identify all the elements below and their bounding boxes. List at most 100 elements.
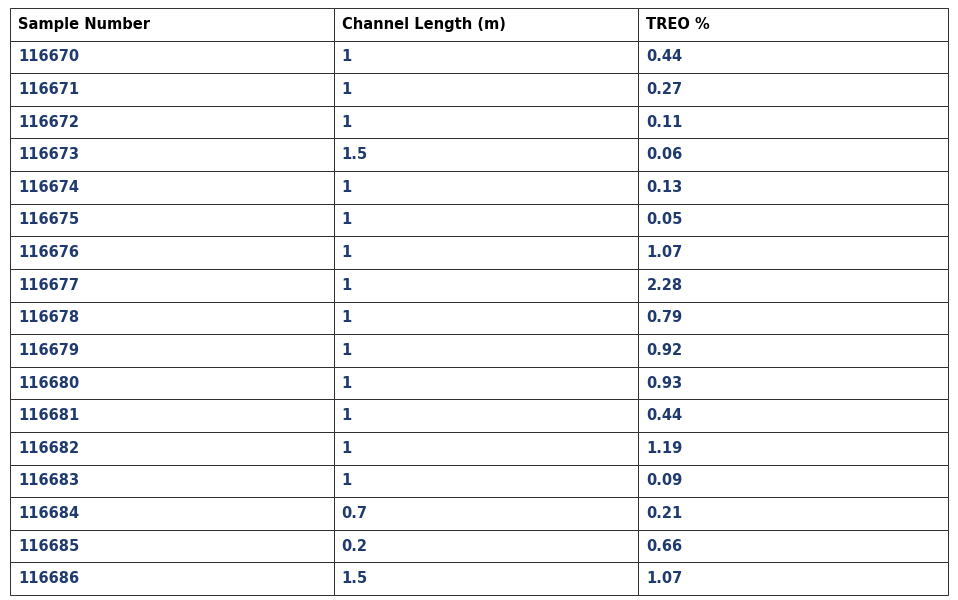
Text: 1.07: 1.07 [647, 245, 683, 260]
Bar [333, 139, 638, 171]
Bar [10, 8, 333, 41]
Bar [638, 8, 948, 41]
Text: 0.2: 0.2 [342, 539, 368, 554]
Text: 116671: 116671 [18, 82, 80, 97]
Bar [10, 269, 333, 301]
Text: 116682: 116682 [18, 441, 80, 456]
Text: Channel Length (m): Channel Length (m) [342, 17, 506, 32]
Bar [333, 301, 638, 334]
Bar [10, 530, 333, 562]
Bar [638, 73, 948, 106]
Text: 1: 1 [342, 376, 352, 391]
Text: 116686: 116686 [18, 571, 80, 586]
Bar [10, 367, 333, 400]
Bar [10, 106, 333, 139]
Text: 0.21: 0.21 [647, 506, 683, 521]
Text: 116675: 116675 [18, 212, 80, 227]
Text: 116677: 116677 [18, 278, 79, 293]
Text: 1: 1 [342, 245, 352, 260]
Bar [638, 530, 948, 562]
Bar [333, 8, 638, 41]
Bar [638, 400, 948, 432]
Bar [10, 73, 333, 106]
Bar [333, 367, 638, 400]
Text: 0.7: 0.7 [342, 506, 368, 521]
Text: 1: 1 [342, 115, 352, 130]
Text: 116676: 116676 [18, 245, 79, 260]
Text: 1: 1 [342, 49, 352, 64]
Text: 1: 1 [342, 180, 352, 195]
Bar [638, 203, 948, 236]
Text: 0.06: 0.06 [647, 147, 683, 162]
Text: 116678: 116678 [18, 310, 80, 325]
Text: 0.79: 0.79 [647, 310, 683, 325]
Text: 1: 1 [342, 441, 352, 456]
Text: 1: 1 [342, 473, 352, 488]
Text: 1.19: 1.19 [647, 441, 683, 456]
Bar [333, 432, 638, 464]
Bar [333, 41, 638, 73]
Bar [638, 106, 948, 139]
Bar [333, 73, 638, 106]
Text: 116685: 116685 [18, 539, 80, 554]
Bar [638, 236, 948, 269]
Bar [333, 203, 638, 236]
Bar [333, 334, 638, 367]
Text: 116670: 116670 [18, 49, 80, 64]
Bar [10, 171, 333, 203]
Bar [638, 497, 948, 530]
Text: 1: 1 [342, 310, 352, 325]
Bar [638, 367, 948, 400]
Text: 1: 1 [342, 212, 352, 227]
Bar [10, 432, 333, 464]
Bar [10, 562, 333, 595]
Text: TREO %: TREO % [647, 17, 710, 32]
Text: 116673: 116673 [18, 147, 79, 162]
Text: 0.66: 0.66 [647, 539, 683, 554]
Bar [638, 171, 948, 203]
Bar [10, 41, 333, 73]
Text: 116672: 116672 [18, 115, 79, 130]
Bar [10, 139, 333, 171]
Bar [333, 464, 638, 497]
Text: 1: 1 [342, 82, 352, 97]
Text: 1.5: 1.5 [342, 571, 368, 586]
Text: 0.05: 0.05 [647, 212, 683, 227]
Text: Sample Number: Sample Number [18, 17, 150, 32]
Bar [333, 269, 638, 301]
Text: 1: 1 [342, 278, 352, 293]
Bar [10, 400, 333, 432]
Text: 116680: 116680 [18, 376, 80, 391]
Bar [638, 432, 948, 464]
Bar [10, 334, 333, 367]
Text: 0.09: 0.09 [647, 473, 683, 488]
Bar [638, 41, 948, 73]
Text: 1.5: 1.5 [342, 147, 368, 162]
Text: 116674: 116674 [18, 180, 79, 195]
Bar [10, 301, 333, 334]
Bar [638, 301, 948, 334]
Text: 1: 1 [342, 408, 352, 423]
Text: 116684: 116684 [18, 506, 80, 521]
Bar [333, 497, 638, 530]
Bar [10, 464, 333, 497]
Bar [333, 530, 638, 562]
Text: 116679: 116679 [18, 343, 79, 358]
Text: 0.44: 0.44 [647, 408, 683, 423]
Text: 1.07: 1.07 [647, 571, 683, 586]
Bar [333, 171, 638, 203]
Text: 0.27: 0.27 [647, 82, 683, 97]
Text: 116681: 116681 [18, 408, 80, 423]
Bar [638, 139, 948, 171]
Text: 116683: 116683 [18, 473, 80, 488]
Bar [638, 334, 948, 367]
Text: 0.44: 0.44 [647, 49, 683, 64]
Bar [10, 236, 333, 269]
Text: 0.93: 0.93 [647, 376, 683, 391]
Bar [10, 497, 333, 530]
Text: 0.92: 0.92 [647, 343, 683, 358]
Text: 2.28: 2.28 [647, 278, 683, 293]
Bar [638, 269, 948, 301]
Bar [638, 464, 948, 497]
Bar [10, 203, 333, 236]
